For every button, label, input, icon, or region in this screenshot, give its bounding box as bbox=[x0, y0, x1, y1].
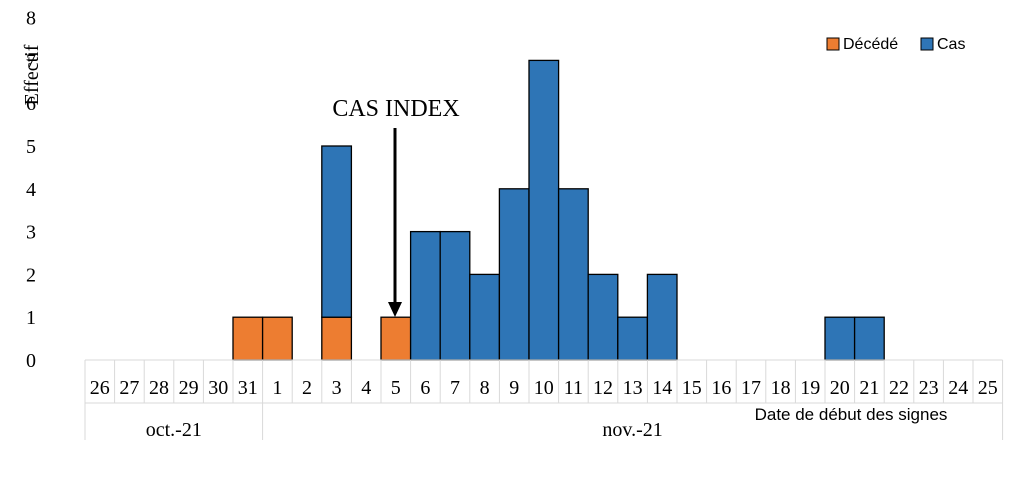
y-tick-label: 5 bbox=[26, 136, 36, 158]
bar-cas-12 bbox=[587, 273, 619, 361]
x-category-label: 8 bbox=[480, 377, 490, 399]
bar-cas-8 bbox=[469, 273, 501, 361]
bar-decede-5 bbox=[380, 316, 412, 361]
bar-cas-7 bbox=[439, 230, 471, 361]
legend: Décédé Cas bbox=[826, 36, 965, 53]
legend-label-decede: Décédé bbox=[843, 36, 898, 53]
x-category-label: 2 bbox=[302, 377, 312, 399]
bar-decede-1 bbox=[261, 316, 293, 361]
x-category-label: 10 bbox=[534, 377, 554, 399]
y-tick-label: 4 bbox=[26, 179, 36, 201]
y-axis-ticks: 0 1 2 3 4 5 6 7 8 bbox=[26, 8, 36, 372]
x-category-label: 16 bbox=[711, 377, 731, 399]
month-labels: oct.-21 nov.-21 bbox=[146, 419, 663, 441]
cas-index-label: CAS INDEX bbox=[332, 96, 459, 122]
bar-decede-3 bbox=[321, 316, 353, 361]
x-category-label: 31 bbox=[238, 377, 258, 399]
x-category-label: 28 bbox=[149, 377, 169, 399]
x-category-label: 1 bbox=[272, 377, 282, 399]
y-tick-label: 3 bbox=[26, 222, 36, 244]
bar-cas-21 bbox=[853, 316, 885, 361]
x-axis-label: Date de début des signes bbox=[755, 405, 948, 424]
x-category-label: 4 bbox=[361, 377, 371, 399]
x-axis-categories: 26 27 28 29 30 31 1 2 3 4 5 6 7 8 9 10 11 12 13 14 15 16 17 18 1… bbox=[90, 377, 998, 399]
x-category-label: 18 bbox=[771, 377, 791, 399]
y-tick-label: 8 bbox=[26, 8, 36, 30]
y-axis-label: Effectif bbox=[21, 44, 43, 105]
month-label: nov.-21 bbox=[602, 419, 662, 441]
y-tick-label: 7 bbox=[26, 50, 36, 72]
x-category-label: 14 bbox=[652, 377, 672, 399]
x-category-label: 12 bbox=[593, 377, 613, 399]
x-category-label: 22 bbox=[889, 377, 909, 399]
x-category-label: 29 bbox=[179, 377, 199, 399]
x-category-label: 24 bbox=[948, 377, 968, 399]
y-tick-label: 0 bbox=[26, 350, 36, 372]
legend-swatch-cas bbox=[920, 37, 934, 51]
x-category-label: 17 bbox=[741, 377, 761, 399]
x-category-label: 23 bbox=[919, 377, 939, 399]
cas-index-arrow-head bbox=[388, 302, 402, 317]
bar-cas-10 bbox=[528, 59, 560, 361]
x-category-label: 15 bbox=[682, 377, 702, 399]
y-tick-label: 6 bbox=[26, 93, 36, 115]
month-label: oct.-21 bbox=[146, 419, 202, 441]
x-axis-table bbox=[84, 359, 1004, 440]
bar-decede-31 bbox=[232, 316, 264, 361]
bar-cas-3 bbox=[321, 145, 353, 318]
x-category-label: 20 bbox=[830, 377, 850, 399]
bar-cas-14 bbox=[646, 273, 678, 361]
bars-group bbox=[232, 59, 885, 361]
x-category-label: 13 bbox=[623, 377, 643, 399]
bar-cas-11 bbox=[557, 188, 589, 361]
x-category-label: 25 bbox=[978, 377, 998, 399]
bar-cas-20 bbox=[824, 316, 856, 361]
x-category-label: 19 bbox=[800, 377, 820, 399]
x-category-label: 27 bbox=[119, 377, 139, 399]
bar-cas-6 bbox=[409, 230, 441, 361]
bar-cas-13 bbox=[617, 316, 649, 361]
x-category-label: 5 bbox=[391, 377, 401, 399]
legend-label-cas: Cas bbox=[937, 36, 965, 53]
x-category-label: 9 bbox=[509, 377, 519, 399]
cas-index-annotation: CAS INDEX bbox=[332, 96, 460, 317]
bar-cas-9 bbox=[498, 188, 530, 361]
y-tick-label: 2 bbox=[26, 264, 36, 286]
y-tick-label: 1 bbox=[26, 307, 36, 329]
x-category-label: 11 bbox=[564, 377, 583, 399]
x-category-label: 7 bbox=[450, 377, 460, 399]
legend-swatch-decede bbox=[826, 37, 840, 51]
x-category-label: 21 bbox=[859, 377, 879, 399]
x-category-label: 6 bbox=[420, 377, 430, 399]
x-category-label: 3 bbox=[332, 377, 342, 399]
x-category-label: 30 bbox=[208, 377, 228, 399]
x-category-label: 26 bbox=[90, 377, 110, 399]
